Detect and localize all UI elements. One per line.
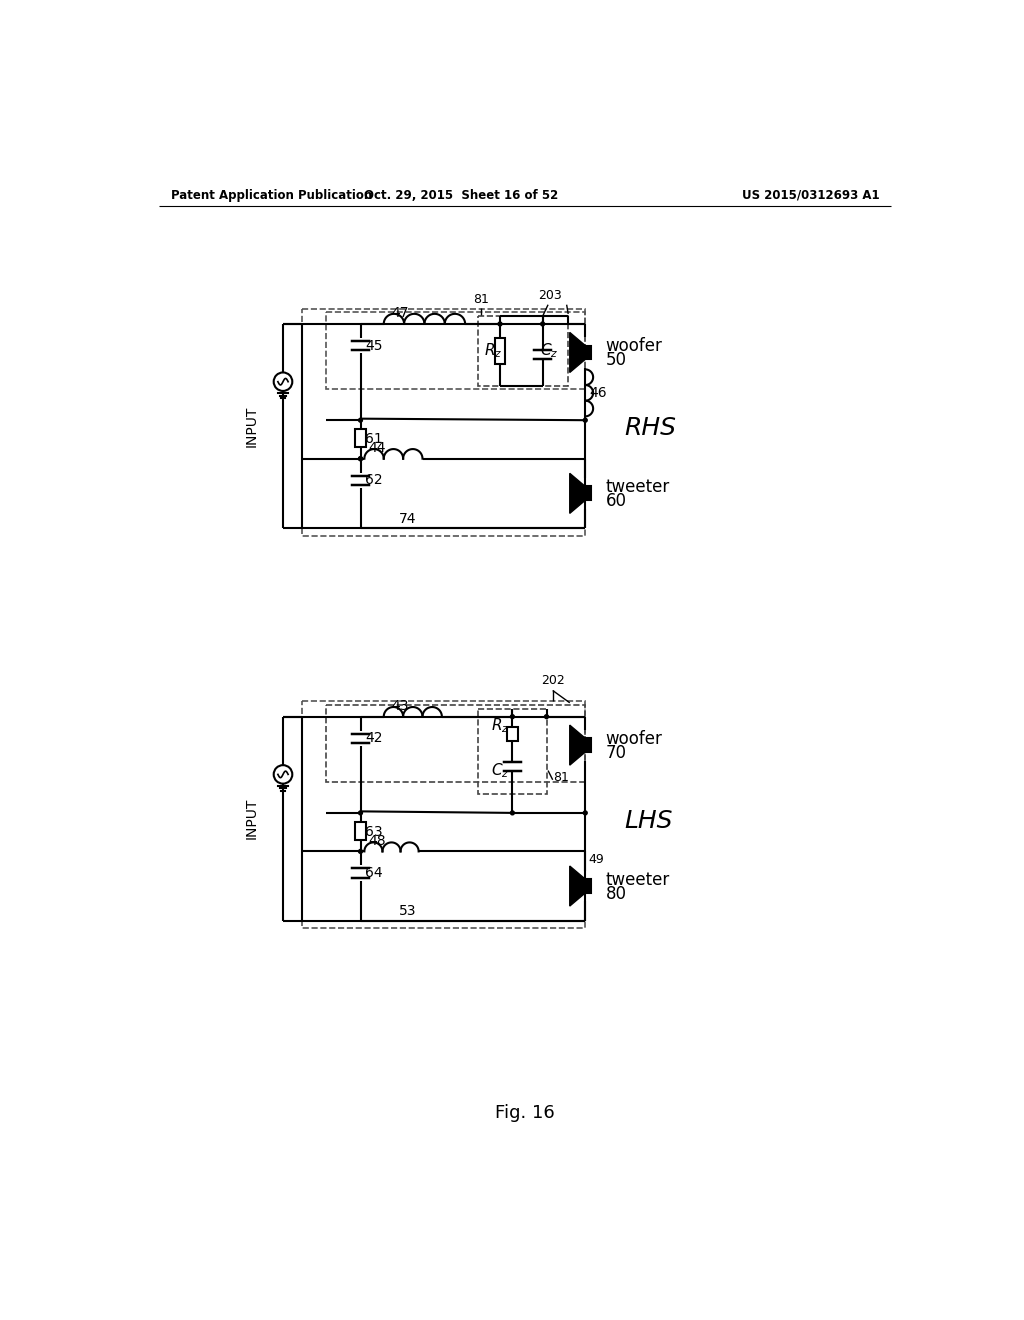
Text: 42: 42 — [366, 731, 383, 746]
Circle shape — [358, 850, 362, 853]
Text: 81: 81 — [473, 293, 488, 306]
Text: 203: 203 — [539, 289, 562, 302]
Text: LHS: LHS — [624, 809, 673, 833]
Circle shape — [545, 714, 549, 718]
Bar — [586, 738, 592, 752]
Text: $C_z$: $C_z$ — [540, 342, 558, 360]
Text: RHS: RHS — [624, 416, 676, 440]
Bar — [586, 346, 592, 359]
Circle shape — [541, 322, 545, 326]
Bar — [507, 726, 518, 742]
Text: 81: 81 — [553, 771, 568, 784]
Text: 43: 43 — [391, 698, 409, 713]
Bar — [478, 317, 568, 385]
Circle shape — [358, 418, 362, 422]
Bar — [355, 429, 366, 447]
Circle shape — [498, 322, 502, 326]
Circle shape — [358, 457, 362, 461]
Bar — [478, 709, 547, 793]
Text: 45: 45 — [366, 338, 383, 352]
Text: woofer: woofer — [605, 730, 663, 748]
Text: 64: 64 — [366, 866, 383, 880]
Circle shape — [358, 457, 362, 461]
Text: $R_z$: $R_z$ — [484, 342, 503, 360]
Text: 70: 70 — [605, 744, 627, 762]
Circle shape — [358, 810, 362, 814]
Text: 63: 63 — [366, 825, 383, 840]
Text: Fig. 16: Fig. 16 — [495, 1105, 555, 1122]
Text: 53: 53 — [399, 904, 417, 919]
Text: tweeter: tweeter — [605, 478, 670, 496]
Text: 60: 60 — [605, 492, 627, 510]
Text: 46: 46 — [589, 385, 607, 400]
Text: 49: 49 — [589, 853, 604, 866]
Text: tweeter: tweeter — [605, 871, 670, 888]
Bar — [586, 879, 592, 892]
Text: Patent Application Publication: Patent Application Publication — [171, 189, 372, 202]
Text: 50: 50 — [605, 351, 627, 370]
Circle shape — [510, 714, 514, 718]
Text: 80: 80 — [605, 884, 627, 903]
Polygon shape — [569, 725, 586, 766]
Circle shape — [584, 810, 587, 814]
Bar — [302, 309, 586, 536]
Text: woofer: woofer — [605, 338, 663, 355]
Bar — [326, 705, 586, 781]
Text: 202: 202 — [541, 675, 564, 688]
Text: US 2015/0312693 A1: US 2015/0312693 A1 — [742, 189, 880, 202]
Bar — [302, 701, 586, 928]
Text: 47: 47 — [391, 306, 409, 321]
Text: $C_z$: $C_z$ — [490, 762, 509, 780]
Bar — [586, 487, 592, 500]
Polygon shape — [569, 474, 586, 513]
Text: 74: 74 — [399, 512, 417, 525]
Text: 48: 48 — [369, 834, 386, 847]
Text: $R_z$: $R_z$ — [490, 717, 509, 735]
Text: INPUT: INPUT — [245, 405, 259, 446]
Polygon shape — [569, 866, 586, 906]
Circle shape — [510, 810, 514, 814]
Circle shape — [584, 418, 587, 422]
Text: 62: 62 — [366, 474, 383, 487]
Text: INPUT: INPUT — [245, 799, 259, 840]
Bar — [326, 313, 586, 389]
Bar — [495, 338, 506, 363]
Polygon shape — [569, 333, 586, 372]
Text: Oct. 29, 2015  Sheet 16 of 52: Oct. 29, 2015 Sheet 16 of 52 — [365, 189, 558, 202]
Text: 61: 61 — [366, 433, 383, 446]
Text: 44: 44 — [369, 441, 386, 455]
Bar — [355, 822, 366, 840]
